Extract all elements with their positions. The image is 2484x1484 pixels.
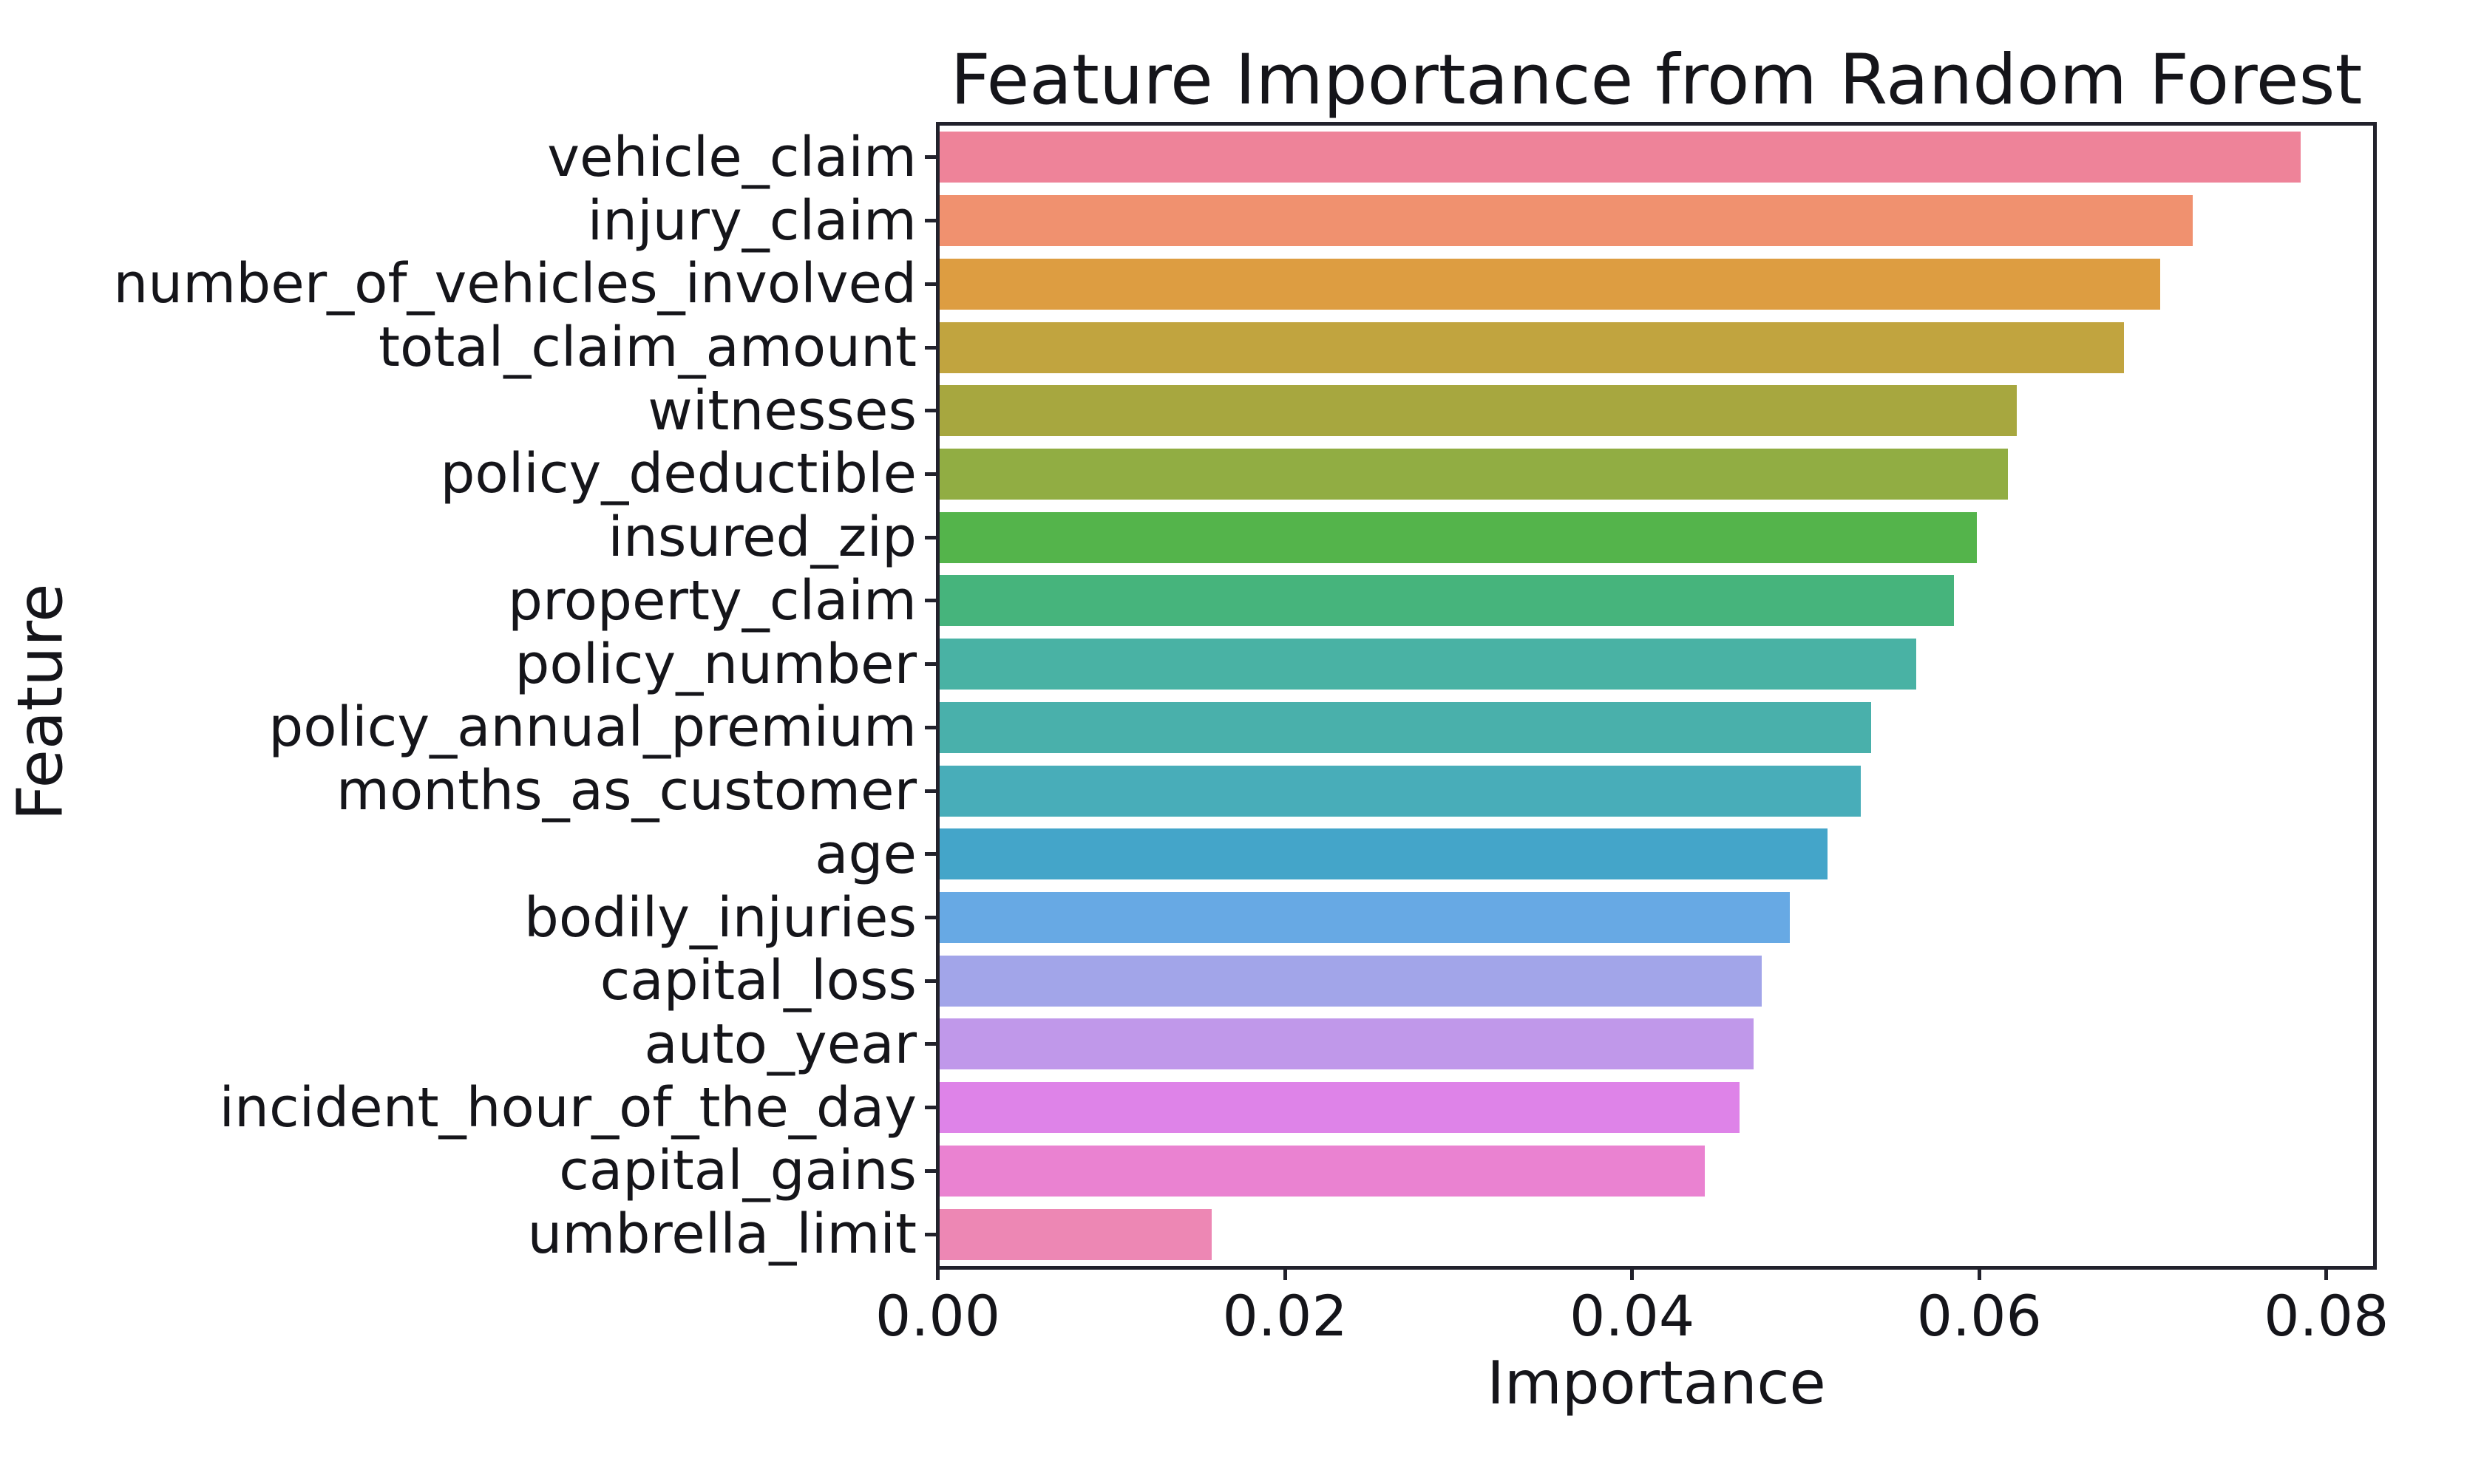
y-tick-mark bbox=[925, 1168, 936, 1173]
y-tick-label-umbrella_limit: umbrella_limit bbox=[527, 1202, 917, 1267]
bar-age bbox=[940, 828, 1828, 880]
y-tick-mark bbox=[925, 978, 936, 983]
y-tick-mark bbox=[925, 155, 936, 160]
y-tick-mark bbox=[925, 409, 936, 413]
bar-incident_hour_of_the_day bbox=[940, 1082, 1740, 1134]
x-tick-mark-0.06 bbox=[1977, 1268, 1981, 1280]
bar-injury_claim bbox=[940, 195, 2193, 247]
y-tick-label-capital_loss: capital_loss bbox=[600, 949, 917, 1013]
chart-title: Feature Importance from Random Forest bbox=[950, 40, 2363, 120]
bar-vehicle_claim bbox=[940, 132, 2301, 183]
bar-bodily_injuries bbox=[940, 892, 1790, 944]
x-tick-label-0.08: 0.08 bbox=[2264, 1283, 2389, 1349]
y-tick-label-age: age bbox=[815, 822, 917, 886]
y-tick-mark bbox=[925, 725, 936, 729]
bar-witnesses bbox=[940, 385, 2017, 437]
bar-capital_loss bbox=[940, 955, 1762, 1007]
bar-umbrella_limit bbox=[940, 1208, 1212, 1260]
y-tick-label-policy_deductible: policy_deductible bbox=[440, 442, 917, 506]
y-tick-label-capital_gains: capital_gains bbox=[559, 1139, 917, 1203]
bar-insured_zip bbox=[940, 511, 1977, 563]
y-tick-mark bbox=[925, 599, 936, 603]
y-tick-mark bbox=[925, 662, 936, 667]
y-tick-label-policy_number: policy_number bbox=[515, 632, 917, 696]
y-tick-label-injury_claim: injury_claim bbox=[587, 188, 917, 253]
bar-auto_year bbox=[940, 1018, 1754, 1070]
bar-policy_number bbox=[940, 639, 1916, 690]
y-tick-mark bbox=[925, 472, 936, 476]
bar-policy_annual_premium bbox=[940, 701, 1871, 753]
bar-capital_gains bbox=[940, 1145, 1705, 1197]
x-tick-mark-0.04 bbox=[1630, 1268, 1635, 1280]
y-tick-mark bbox=[925, 916, 936, 920]
y-axis-label: Feature bbox=[4, 583, 78, 821]
y-tick-label-number_of_vehicles_involved: number_of_vehicles_involved bbox=[113, 252, 917, 316]
bar-policy_deductible bbox=[940, 448, 2008, 500]
y-tick-mark bbox=[925, 282, 936, 286]
y-tick-label-policy_annual_premium: policy_annual_premium bbox=[268, 695, 917, 760]
y-tick-mark bbox=[925, 1042, 936, 1046]
y-tick-mark bbox=[925, 852, 936, 857]
x-tick-mark-0.00 bbox=[936, 1268, 940, 1280]
bar-months_as_customer bbox=[940, 765, 1861, 817]
x-tick-mark-0.02 bbox=[1283, 1268, 1287, 1280]
y-tick-mark bbox=[925, 789, 936, 793]
plot-area bbox=[936, 122, 2377, 1270]
y-tick-label-insured_zip: insured_zip bbox=[608, 506, 917, 570]
y-tick-mark bbox=[925, 1232, 936, 1236]
y-tick-mark bbox=[925, 345, 936, 350]
bar-number_of_vehicles_involved bbox=[940, 258, 2160, 310]
bar-property_claim bbox=[940, 575, 1954, 627]
y-tick-mark bbox=[925, 1106, 936, 1110]
y-tick-mark bbox=[925, 219, 936, 223]
x-axis-label: Importance bbox=[1487, 1349, 1826, 1417]
x-tick-label-0.04: 0.04 bbox=[1570, 1283, 1695, 1349]
y-tick-label-bodily_injuries: bodily_injuries bbox=[523, 885, 917, 950]
y-tick-label-witnesses: witnesses bbox=[648, 378, 917, 443]
y-tick-label-months_as_customer: months_as_customer bbox=[336, 759, 917, 823]
x-tick-label-0.06: 0.06 bbox=[1916, 1283, 2042, 1349]
x-tick-label-0.00: 0.00 bbox=[875, 1283, 1001, 1349]
x-tick-label-0.02: 0.02 bbox=[1222, 1283, 1348, 1349]
y-tick-label-auto_year: auto_year bbox=[644, 1012, 917, 1076]
bar-total_claim_amount bbox=[940, 321, 2124, 373]
y-tick-label-total_claim_amount: total_claim_amount bbox=[379, 316, 917, 380]
y-tick-mark bbox=[925, 535, 936, 540]
y-tick-label-incident_hour_of_the_day: incident_hour_of_the_day bbox=[219, 1075, 917, 1140]
y-tick-label-property_claim: property_claim bbox=[507, 568, 917, 633]
y-tick-label-vehicle_claim: vehicle_claim bbox=[547, 125, 917, 189]
x-tick-mark-0.08 bbox=[2324, 1268, 2329, 1280]
